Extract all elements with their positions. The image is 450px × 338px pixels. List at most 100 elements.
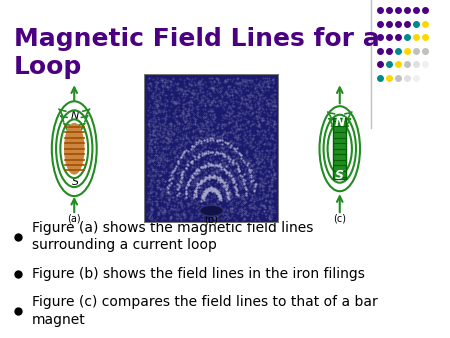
Point bbox=[238, 183, 246, 189]
Point bbox=[254, 81, 261, 87]
Point bbox=[208, 131, 216, 136]
Point bbox=[222, 160, 229, 165]
Point bbox=[236, 113, 243, 119]
Point bbox=[181, 146, 189, 151]
Point bbox=[161, 135, 168, 140]
Point bbox=[264, 88, 271, 93]
Point bbox=[226, 199, 233, 204]
Point bbox=[239, 193, 247, 198]
Point bbox=[147, 156, 154, 162]
Point bbox=[258, 175, 265, 181]
Point bbox=[152, 86, 159, 92]
Point bbox=[155, 184, 162, 189]
Point bbox=[244, 120, 251, 125]
Point bbox=[175, 182, 182, 187]
Point bbox=[207, 202, 214, 207]
Point bbox=[154, 195, 161, 201]
Point bbox=[256, 109, 263, 114]
Point bbox=[148, 141, 155, 146]
Point bbox=[229, 150, 236, 155]
Point bbox=[168, 175, 176, 180]
Point bbox=[183, 84, 190, 89]
Point bbox=[210, 132, 217, 138]
Point bbox=[209, 175, 216, 180]
Point bbox=[151, 79, 158, 85]
Point bbox=[264, 168, 271, 174]
Point bbox=[153, 156, 160, 162]
Point bbox=[185, 178, 192, 183]
Point bbox=[155, 117, 162, 122]
Point bbox=[196, 181, 203, 186]
Point bbox=[163, 200, 171, 206]
Point bbox=[210, 169, 217, 174]
Point bbox=[199, 123, 206, 129]
Point bbox=[252, 139, 259, 144]
Point bbox=[154, 103, 161, 108]
Point bbox=[256, 148, 263, 154]
Point bbox=[260, 204, 267, 209]
Point bbox=[236, 151, 243, 157]
Point bbox=[168, 169, 176, 175]
Point bbox=[226, 166, 234, 172]
Point bbox=[147, 83, 154, 89]
Point bbox=[225, 139, 232, 145]
Point bbox=[199, 166, 206, 171]
Point bbox=[194, 158, 201, 163]
Point bbox=[248, 211, 256, 216]
Point bbox=[256, 159, 264, 165]
Point bbox=[244, 141, 252, 146]
Point bbox=[173, 152, 180, 157]
Point bbox=[201, 194, 208, 199]
Point bbox=[159, 160, 166, 165]
Point bbox=[251, 147, 258, 153]
Point bbox=[193, 123, 200, 128]
Point bbox=[176, 216, 183, 221]
Point bbox=[229, 205, 236, 211]
Point bbox=[265, 154, 272, 159]
Point bbox=[193, 180, 200, 186]
Point bbox=[213, 213, 220, 218]
Point bbox=[209, 107, 216, 112]
Point bbox=[193, 177, 200, 183]
Point bbox=[183, 113, 190, 118]
Point bbox=[210, 85, 217, 91]
Point bbox=[223, 148, 230, 153]
Point bbox=[182, 140, 189, 145]
Point bbox=[178, 174, 185, 179]
Point bbox=[178, 159, 185, 164]
Point bbox=[202, 159, 210, 164]
Point bbox=[212, 187, 219, 193]
Point bbox=[177, 217, 184, 222]
Point bbox=[205, 209, 212, 214]
Point bbox=[268, 178, 275, 183]
Point bbox=[256, 84, 263, 90]
Point bbox=[180, 77, 188, 83]
Point bbox=[205, 161, 212, 166]
Point bbox=[182, 165, 189, 170]
Point bbox=[259, 210, 266, 216]
Point bbox=[207, 79, 215, 84]
Point bbox=[198, 167, 206, 172]
Point bbox=[169, 129, 176, 134]
Point bbox=[187, 78, 194, 83]
Point bbox=[158, 108, 165, 113]
Point bbox=[240, 130, 248, 135]
Point bbox=[190, 96, 197, 102]
Point bbox=[215, 191, 222, 197]
Text: S: S bbox=[335, 169, 344, 182]
Point bbox=[225, 188, 232, 193]
Point bbox=[159, 109, 166, 114]
Point bbox=[158, 91, 166, 96]
Point bbox=[252, 77, 259, 82]
Point bbox=[172, 127, 179, 132]
Point bbox=[207, 99, 215, 104]
Point bbox=[175, 90, 182, 96]
Point bbox=[171, 101, 179, 107]
Point bbox=[265, 186, 272, 192]
Point bbox=[216, 162, 224, 167]
Point bbox=[179, 97, 186, 102]
Point bbox=[200, 128, 207, 134]
Point bbox=[181, 156, 188, 161]
Point bbox=[196, 195, 203, 200]
Point bbox=[263, 172, 270, 178]
